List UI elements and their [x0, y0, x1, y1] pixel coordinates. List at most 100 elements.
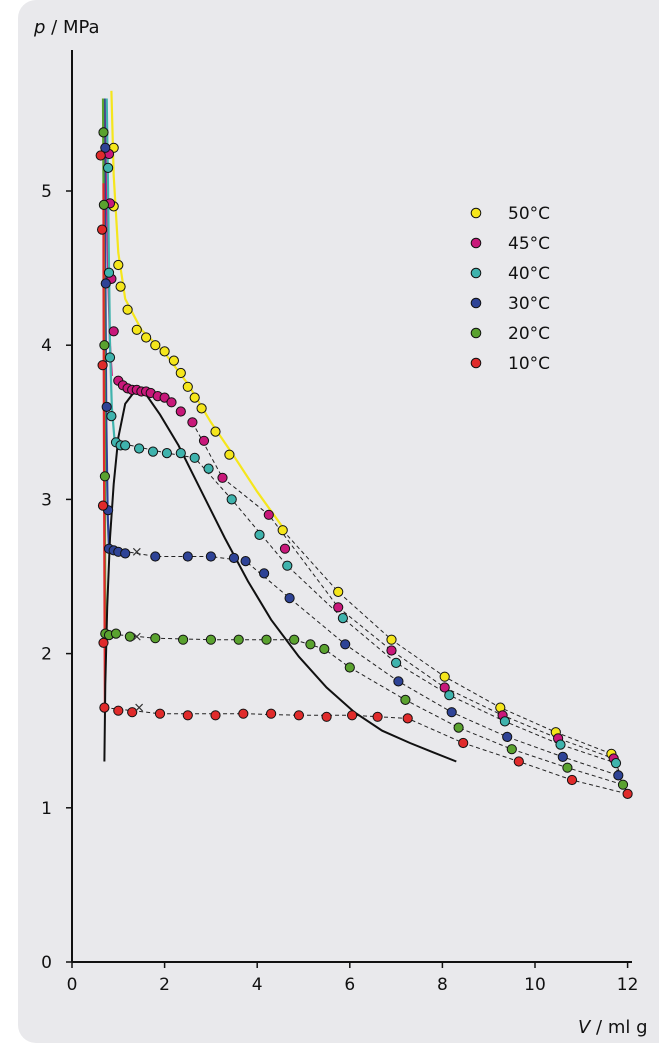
- point-40c: [499, 716, 510, 727]
- x-axis-title: V / ml g: [578, 1017, 648, 1038]
- x-tick-label: 6: [344, 975, 355, 995]
- point-45c: [198, 435, 210, 446]
- point-40c: [282, 560, 293, 571]
- isotherm-45c-dashed-line: [191, 422, 622, 778]
- point-10c: [321, 711, 332, 722]
- point-40c: [391, 657, 402, 669]
- legend-marker: [470, 327, 482, 339]
- point-20c: [400, 694, 411, 706]
- chart-background-panel: [18, 0, 659, 1043]
- point-50c: [277, 525, 288, 536]
- point-10c: [293, 710, 304, 721]
- point-40c: [337, 613, 348, 624]
- y-tick-label: 1: [41, 799, 52, 819]
- point-10c: [98, 637, 109, 648]
- isotherm-50c-dashed-line: [282, 529, 619, 775]
- point-50c: [224, 449, 235, 460]
- point-10c: [210, 710, 221, 721]
- point-50c: [159, 346, 170, 357]
- point-10c: [372, 711, 383, 722]
- legend-marker: [470, 207, 482, 219]
- point-50c: [113, 259, 124, 271]
- point-40c: [203, 463, 214, 474]
- point-30c: [240, 556, 251, 567]
- legend-marker: [470, 237, 482, 249]
- legend-label: 40°C: [508, 264, 550, 284]
- point-30c: [446, 707, 457, 718]
- point-10c: [154, 708, 166, 719]
- x-tick-label: 12: [617, 975, 639, 995]
- point-20c: [150, 633, 161, 644]
- point-40c: [104, 352, 116, 363]
- point-50c: [168, 355, 179, 366]
- point-45c: [439, 682, 450, 693]
- isotherm-curves-layer: [101, 90, 629, 795]
- point-10c: [566, 774, 578, 786]
- point-45c: [263, 509, 274, 520]
- x-tick-label: 10: [524, 975, 546, 995]
- point-20c: [344, 662, 355, 673]
- legend: 50°C 45°C 40°C 30°C 20°C 10°C: [470, 204, 550, 374]
- x-tick-label: 0: [67, 975, 78, 995]
- point-40c: [103, 162, 114, 173]
- point-45c: [279, 543, 291, 554]
- coexistence-curve-layer: [103, 390, 457, 763]
- point-50c: [333, 586, 344, 598]
- point-30c: [101, 401, 112, 412]
- point-45c: [333, 602, 344, 613]
- x-tick-label: 8: [437, 975, 448, 995]
- point-10c: [113, 705, 124, 716]
- point-30c: [340, 639, 351, 650]
- point-45c: [159, 392, 170, 403]
- point-40c: [254, 529, 265, 541]
- point-40c: [147, 446, 159, 457]
- point-40c: [444, 690, 455, 701]
- x-tick-label: 2: [159, 975, 170, 995]
- legend-marker: [470, 267, 482, 279]
- point-40c: [120, 440, 131, 451]
- point-20c: [98, 199, 110, 210]
- point-40c: [226, 494, 237, 505]
- y-tick-label: 2: [41, 645, 52, 665]
- point-50c: [182, 381, 193, 392]
- legend-label: 50°C: [508, 204, 550, 224]
- point-30c: [100, 278, 111, 289]
- point-50c: [210, 426, 221, 437]
- point-40c: [103, 267, 115, 278]
- point-20c: [205, 634, 216, 645]
- point-10c: [97, 500, 109, 511]
- point-20c: [178, 634, 189, 645]
- point-50c: [175, 367, 186, 379]
- point-20c: [506, 744, 517, 755]
- legend-label: 10°C: [508, 354, 550, 374]
- point-20c: [261, 634, 272, 645]
- point-20c: [453, 722, 464, 733]
- point-20c: [617, 779, 629, 790]
- legend-label: 20°C: [508, 324, 550, 344]
- point-20c: [99, 471, 111, 482]
- y-tick-label: 4: [41, 336, 52, 356]
- point-45c: [166, 397, 177, 408]
- legend-label: 30°C: [508, 294, 550, 314]
- point-10c: [99, 702, 110, 713]
- point-10c: [347, 710, 358, 721]
- point-50c: [141, 332, 152, 343]
- point-30c: [393, 676, 404, 687]
- point-45c: [108, 326, 119, 337]
- point-50c: [122, 304, 133, 315]
- point-45c: [187, 417, 198, 428]
- point-30c: [182, 551, 193, 562]
- point-30c: [120, 548, 131, 559]
- legend-marker: [470, 357, 482, 369]
- point-40c: [175, 448, 186, 459]
- isotherm-10c-curve: [102, 183, 106, 708]
- point-50c: [196, 403, 207, 414]
- point-10c: [513, 756, 524, 767]
- point-40c: [610, 758, 622, 769]
- point-30c: [284, 593, 295, 604]
- point-10c: [402, 713, 413, 724]
- point-20c: [99, 340, 110, 351]
- cross-marker: [135, 703, 144, 712]
- point-10c: [97, 224, 108, 235]
- point-30c: [259, 568, 270, 579]
